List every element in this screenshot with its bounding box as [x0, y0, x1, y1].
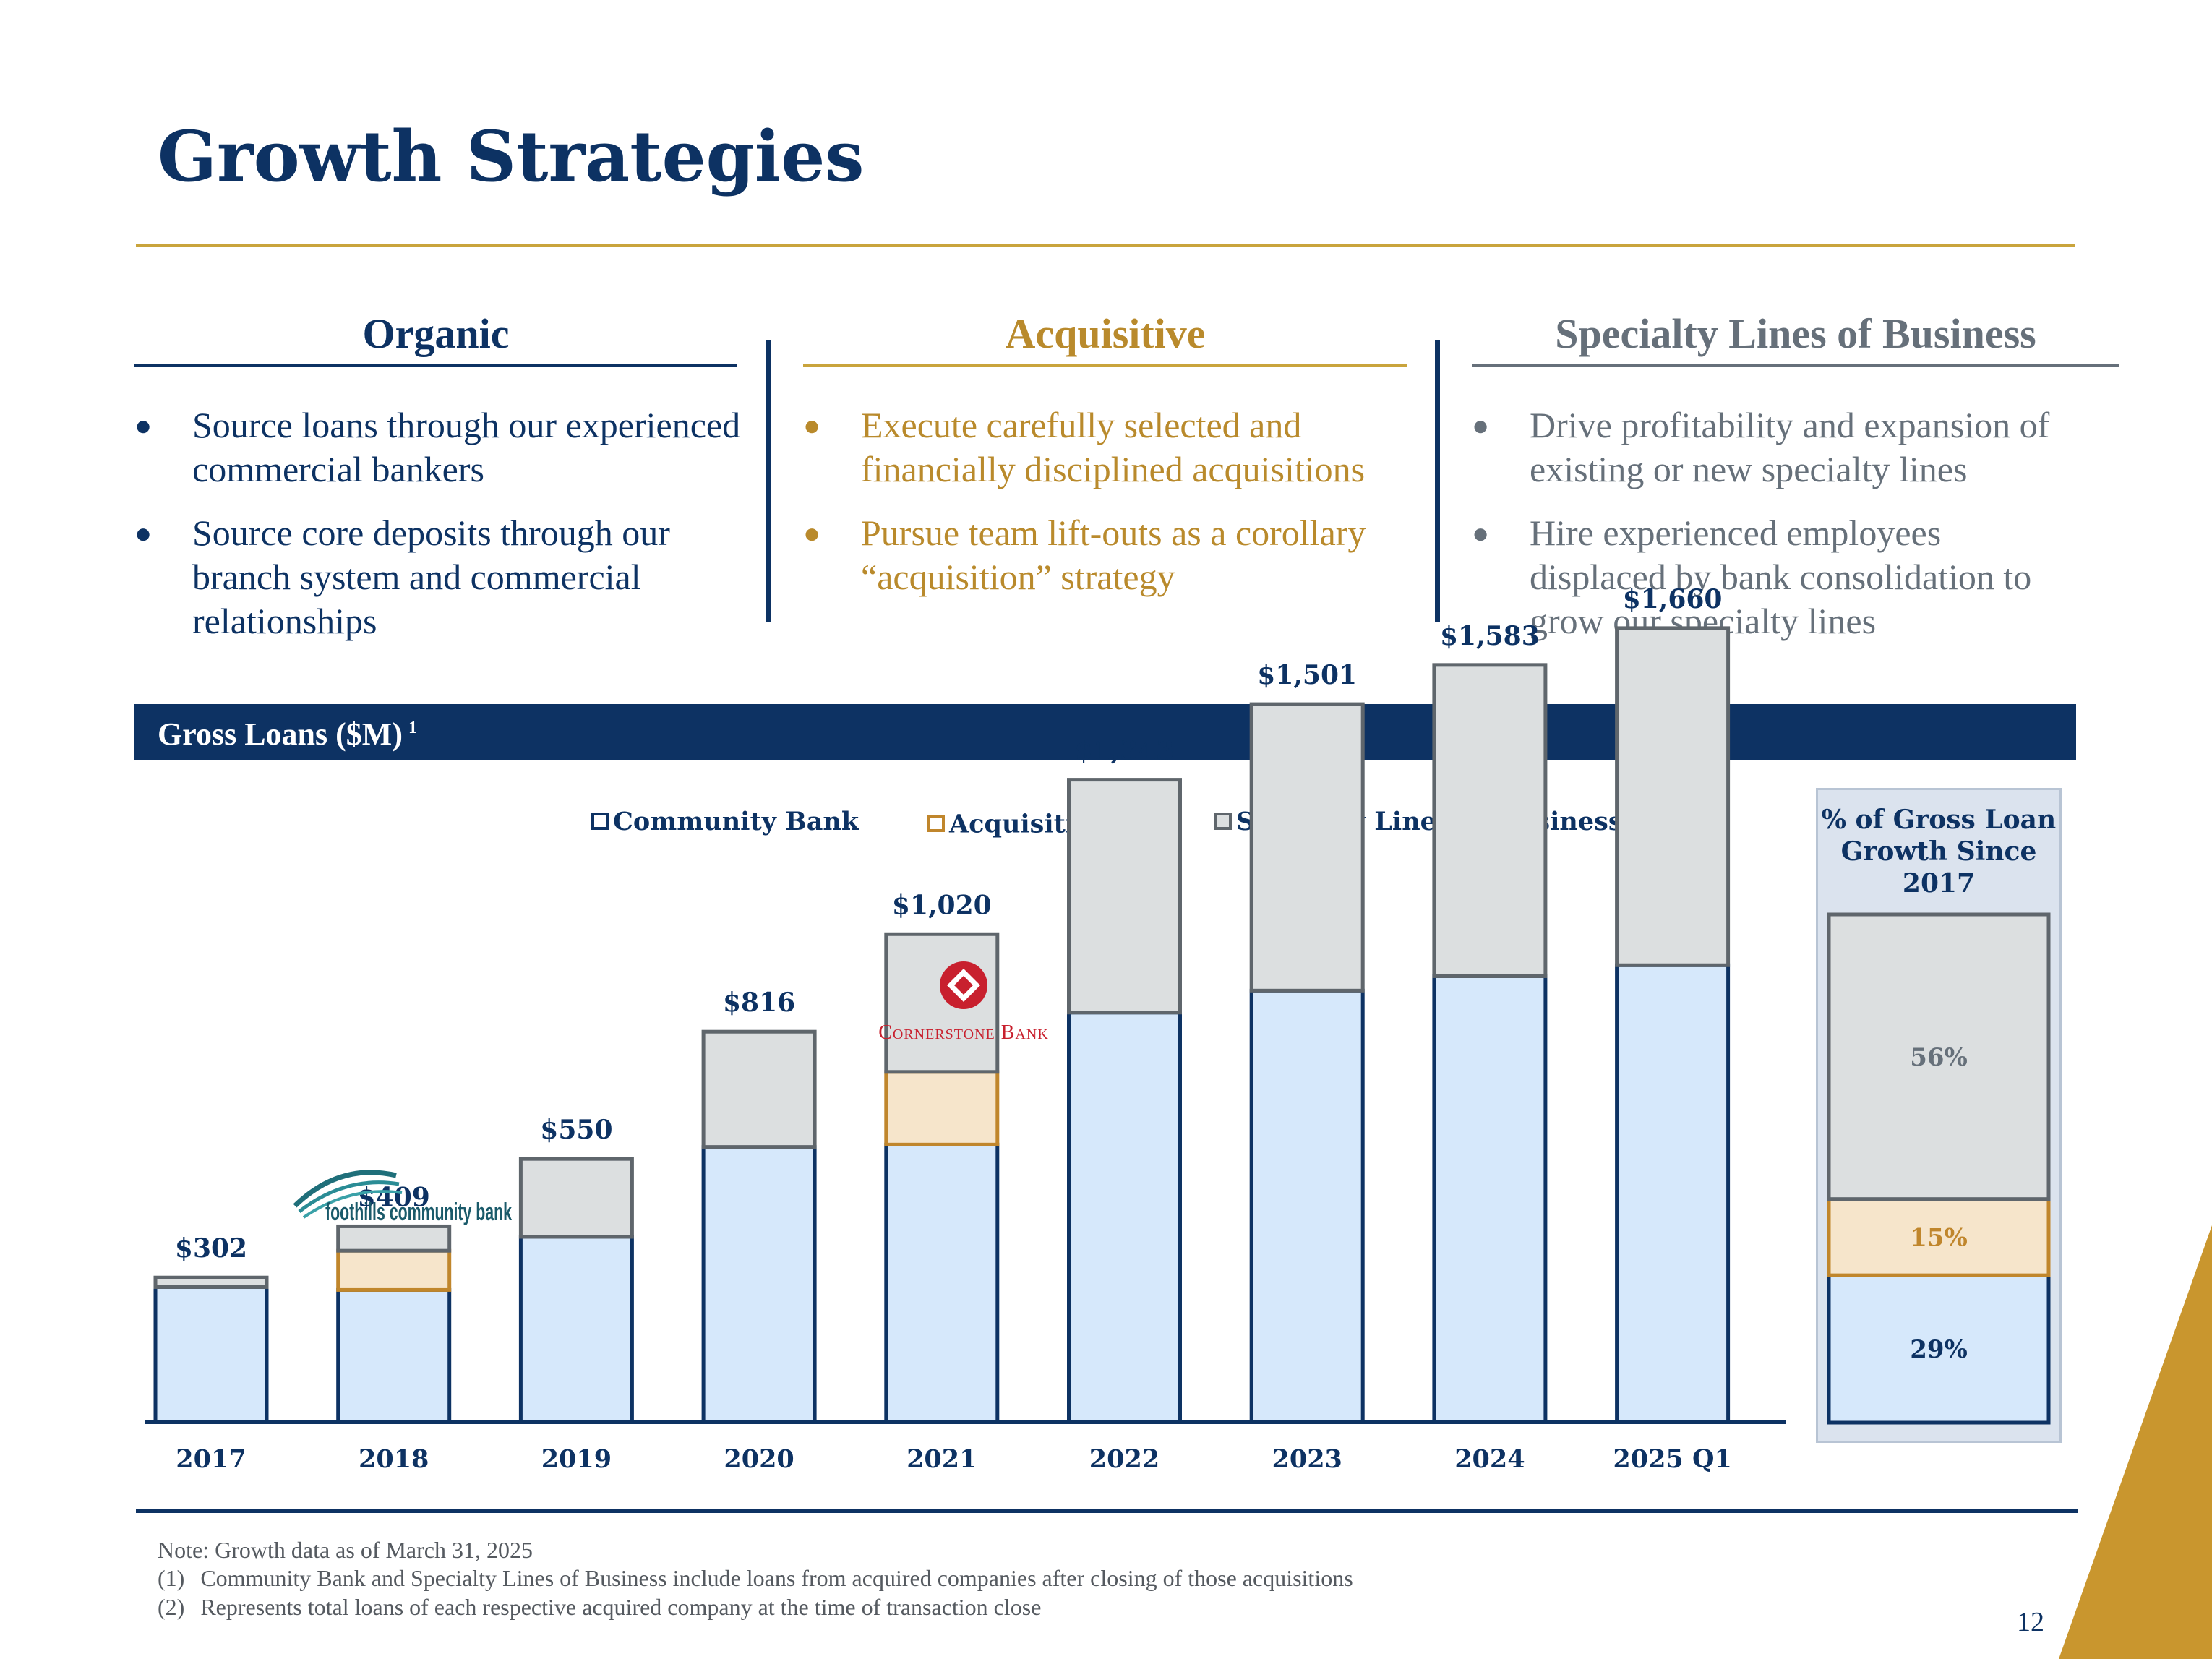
- x-tick-label-2018: 2018: [359, 1444, 429, 1474]
- specialty-rule: [1472, 364, 2119, 367]
- bar-community-bank-2018: [336, 1287, 452, 1424]
- section-band: [134, 704, 2076, 760]
- pct-label-acquisitions: 15%: [1910, 1223, 1968, 1252]
- section-title: Gross Loans ($M) 1: [158, 716, 417, 752]
- bar-specialty-lines-of-business-2021: [884, 932, 1000, 1074]
- legend-swatch-specialty: [1214, 812, 1232, 830]
- total-label-2021: $1,020: [892, 890, 992, 920]
- bar-community-bank-2025-Q1: [1615, 963, 1731, 1424]
- total-label-2020: $816: [723, 987, 795, 1018]
- pct-bar-acquisitions: [1827, 1197, 2051, 1277]
- specialty-heading: Specialty Lines of Business: [1555, 310, 2036, 357]
- pct-bar-specialty-lines-of-business: [1827, 912, 2051, 1201]
- total-label-2023: $1,501: [1257, 660, 1357, 690]
- bar-specialty-lines-of-business-2024: [1432, 663, 1548, 978]
- page-title: Growth Strategies: [158, 116, 865, 197]
- footnote-1: (1) Community Bank and Specialty Lines of…: [158, 1565, 1353, 1591]
- foothills-logo-text: foothills community bank: [325, 1199, 512, 1226]
- organic-heading: Organic: [362, 310, 510, 357]
- legend-community-bank: Community Bank: [591, 807, 859, 836]
- bar-community-bank-2022: [1067, 1011, 1182, 1424]
- organic-bullet-2: ● Source core deposits through our branch…: [134, 513, 670, 641]
- decorative-gold-triangle: [2059, 1225, 2212, 1659]
- acquisitive-bullet-2: ● Pursue team lift-outs as a corollary “a…: [803, 513, 1366, 597]
- bar-specialty-lines-of-business-2018: [336, 1224, 452, 1253]
- bar-acquisitions-2018: [336, 1248, 452, 1292]
- x-tick-label-2022: 2022: [1089, 1444, 1159, 1474]
- organic-bullets: ● Source loans through our experienced co…: [134, 403, 742, 663]
- bar-specialty-lines-of-business-2019: [518, 1157, 634, 1239]
- organic-bullet-1: ● Source loans through our experienced co…: [134, 405, 741, 489]
- total-label-2019: $550: [540, 1115, 612, 1145]
- title-divider: [136, 244, 2075, 247]
- page-number: 12: [2017, 1607, 2044, 1637]
- bar-community-bank-2024: [1432, 974, 1548, 1424]
- bar-specialty-lines-of-business-2020: [701, 1029, 817, 1149]
- x-tick-label-2025-Q1: 2025 Q1: [1613, 1444, 1731, 1474]
- note-line: Note: Growth data as of March 31, 2025: [158, 1537, 533, 1563]
- specialty-bullet-2: ● Hire experienced employees displaced by…: [1472, 513, 2032, 641]
- bar-acquisitions-2021: [884, 1070, 1000, 1146]
- cornerstone-logo: Cornerstone Bank: [878, 961, 1049, 1044]
- acquisitive-bullets: ● Execute carefully selected and financia…: [803, 403, 1381, 619]
- cornerstone-logo-text: Cornerstone Bank: [878, 1021, 1049, 1044]
- bar-specialty-lines-of-business-2017: [153, 1275, 269, 1289]
- bar-community-bank-2021: [884, 1142, 1000, 1424]
- bar-community-bank-2020: [701, 1145, 817, 1424]
- acquisitive-bullet-1: ● Execute carefully selected and financia…: [803, 405, 1366, 489]
- specialty-bullets: ● Drive profitability and expansion of ex…: [1472, 403, 2079, 663]
- x-tick-label-2023: 2023: [1272, 1444, 1342, 1474]
- pct-growth-title: % of Gross Loan Growth Since 2017: [1821, 805, 2057, 899]
- total-label-2017: $302: [175, 1233, 247, 1264]
- legend-swatch-acquisitions: [927, 815, 945, 833]
- total-label-2018: $409: [358, 1182, 430, 1212]
- foothills-logo: foothills community bank: [293, 1170, 512, 1226]
- x-tick-label-2020: 2020: [724, 1444, 794, 1474]
- acquisitive-rule: [803, 364, 1407, 367]
- bar-community-bank-2019: [518, 1235, 634, 1424]
- footer-rule: [136, 1509, 2078, 1513]
- x-tick-label-2021: 2021: [906, 1444, 977, 1474]
- bar-community-bank-2023: [1249, 988, 1365, 1424]
- total-label-2025-Q1: $1,660: [1623, 584, 1723, 614]
- organic-rule: [134, 364, 737, 367]
- specialty-bullet-1: ● Drive profitability and expansion of ex…: [1472, 405, 2050, 489]
- footnote-2: (2) Represents total loans of each respec…: [158, 1594, 1042, 1620]
- bar-specialty-lines-of-business-2022: [1067, 778, 1182, 1015]
- bar-community-bank-2017: [153, 1285, 269, 1424]
- column-separator-1: [766, 340, 771, 622]
- total-label-2022: $1,343: [1075, 736, 1175, 766]
- legend-swatch-community: [591, 812, 609, 830]
- pct-label-specialty-lines-of-business: 56%: [1910, 1043, 1968, 1072]
- bar-specialty-lines-of-business-2025-Q1: [1615, 626, 1731, 967]
- column-separator-2: [1435, 340, 1440, 622]
- x-tick-label-2017: 2017: [176, 1444, 246, 1474]
- total-label-2024: $1,583: [1440, 621, 1540, 651]
- pct-bar-community-bank: [1827, 1273, 2051, 1425]
- bar-specialty-lines-of-business-2023: [1249, 702, 1365, 993]
- acquisitive-heading: Acquisitive: [1005, 310, 1206, 357]
- pct-label-community-bank: 29%: [1910, 1335, 1968, 1364]
- x-tick-label-2024: 2024: [1454, 1444, 1525, 1474]
- x-tick-label-2019: 2019: [541, 1444, 612, 1474]
